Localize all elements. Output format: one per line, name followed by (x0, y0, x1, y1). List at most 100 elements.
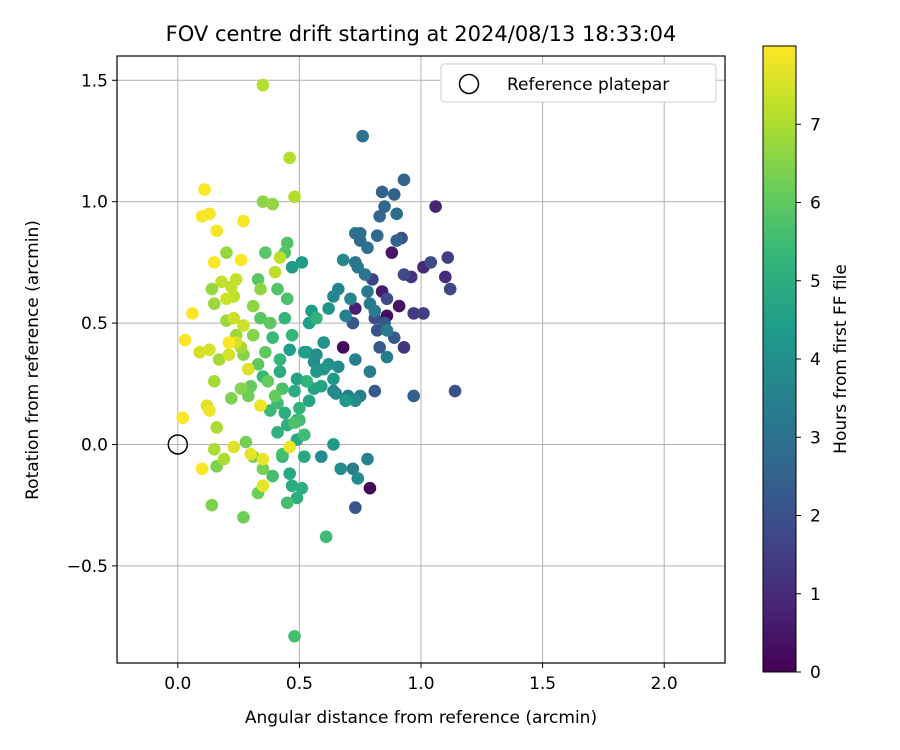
colorbar-ticks: 0 1 2 3 4 5 6 7 (796, 115, 821, 683)
data-point (288, 190, 301, 204)
data-point (314, 450, 328, 463)
data-point (361, 285, 374, 298)
data-point (271, 282, 284, 296)
colorbar-tick-label: 5 (810, 272, 821, 292)
data-point (193, 345, 206, 359)
colorbar-tick-label: 0 (810, 663, 821, 683)
data-point (266, 331, 279, 344)
data-point (222, 336, 236, 349)
x-axis-label: Angular distance from reference (arcmin) (245, 708, 597, 728)
data-point (380, 292, 394, 306)
data-point (397, 268, 411, 281)
data-point (195, 462, 209, 476)
data-point (254, 399, 267, 412)
data-point (271, 426, 284, 439)
data-point (225, 392, 238, 405)
data-point (285, 479, 299, 493)
data-point (268, 389, 282, 403)
data-point (344, 292, 357, 306)
data-point (256, 479, 270, 493)
data-point (212, 353, 226, 366)
colorbar-tick-label: 4 (810, 350, 821, 370)
data-point (251, 273, 265, 286)
grid (117, 56, 725, 663)
data-point (387, 188, 401, 201)
data-point (217, 452, 231, 466)
data-point (288, 384, 301, 398)
data-point (297, 345, 311, 359)
data-point (336, 341, 350, 354)
chart-title: FOV centre drift starting at 2024/08/13 … (166, 22, 677, 46)
data-point (380, 350, 394, 364)
data-point (227, 311, 241, 325)
data-point (363, 481, 377, 495)
data-point (334, 462, 348, 476)
data-point (361, 452, 374, 466)
data-point (205, 498, 219, 512)
data-point (417, 307, 430, 320)
axis-ticks: 0.0 0.5 1.0 1.5 2.0 −0.5 0.0 0.5 1.0 1.5 (67, 71, 678, 694)
data-point (407, 307, 421, 320)
data-point (380, 324, 394, 337)
legend-label-reference: Reference platepar (507, 75, 669, 95)
data-point (375, 185, 389, 199)
data-point (246, 299, 260, 313)
data-point (259, 345, 272, 359)
y-tick-label: 0.0 (81, 435, 108, 455)
data-point (237, 214, 250, 228)
data-point (273, 251, 287, 264)
data-point (283, 151, 296, 165)
y-tick-label: 1.0 (81, 193, 108, 213)
data-point (302, 394, 316, 408)
data-point (317, 336, 331, 349)
data-point (237, 319, 250, 332)
data-point (349, 394, 362, 408)
data-point (205, 282, 219, 296)
data-point (356, 129, 369, 143)
data-point (429, 200, 442, 213)
legend-marker-reference (458, 73, 480, 95)
data-point (448, 384, 462, 398)
data-point (439, 270, 452, 284)
data-point (349, 353, 362, 366)
data-point (207, 297, 221, 310)
data-point (319, 530, 333, 544)
data-point (210, 421, 224, 434)
data-point (373, 209, 386, 223)
y-tick-label: 1.5 (81, 71, 108, 91)
data-point (307, 355, 321, 369)
data-point (283, 440, 296, 454)
x-tick-label: 0.5 (286, 674, 313, 694)
x-tick-label: 0.0 (164, 674, 191, 694)
data-point (336, 253, 350, 267)
data-point (203, 404, 216, 417)
data-point (266, 197, 279, 211)
data-point (268, 265, 282, 279)
data-point (385, 246, 399, 259)
data-point (256, 78, 270, 92)
colorbar-gradient (762, 45, 797, 673)
data-point (349, 302, 362, 315)
data-point (207, 443, 221, 456)
colorbar-tick-label: 1 (810, 585, 821, 605)
data-point (407, 389, 421, 403)
data-point (256, 452, 270, 466)
data-point (332, 282, 345, 296)
data-point (207, 256, 221, 269)
data-point (295, 256, 309, 269)
data-point (220, 246, 233, 259)
data-point (290, 491, 304, 505)
colorbar-label: Hours from first FF file (831, 264, 851, 454)
data-point (246, 328, 260, 342)
x-tick-label: 2.0 (651, 674, 678, 694)
data-point (368, 304, 382, 318)
data-point (361, 241, 374, 255)
data-point (273, 365, 287, 378)
data-point (220, 292, 233, 306)
data-point (327, 438, 340, 451)
data-point (339, 309, 352, 323)
data-point (314, 379, 328, 393)
data-point (297, 450, 311, 463)
colorbar-tick-label: 3 (810, 428, 821, 448)
reference-platepar-marker (167, 434, 189, 455)
